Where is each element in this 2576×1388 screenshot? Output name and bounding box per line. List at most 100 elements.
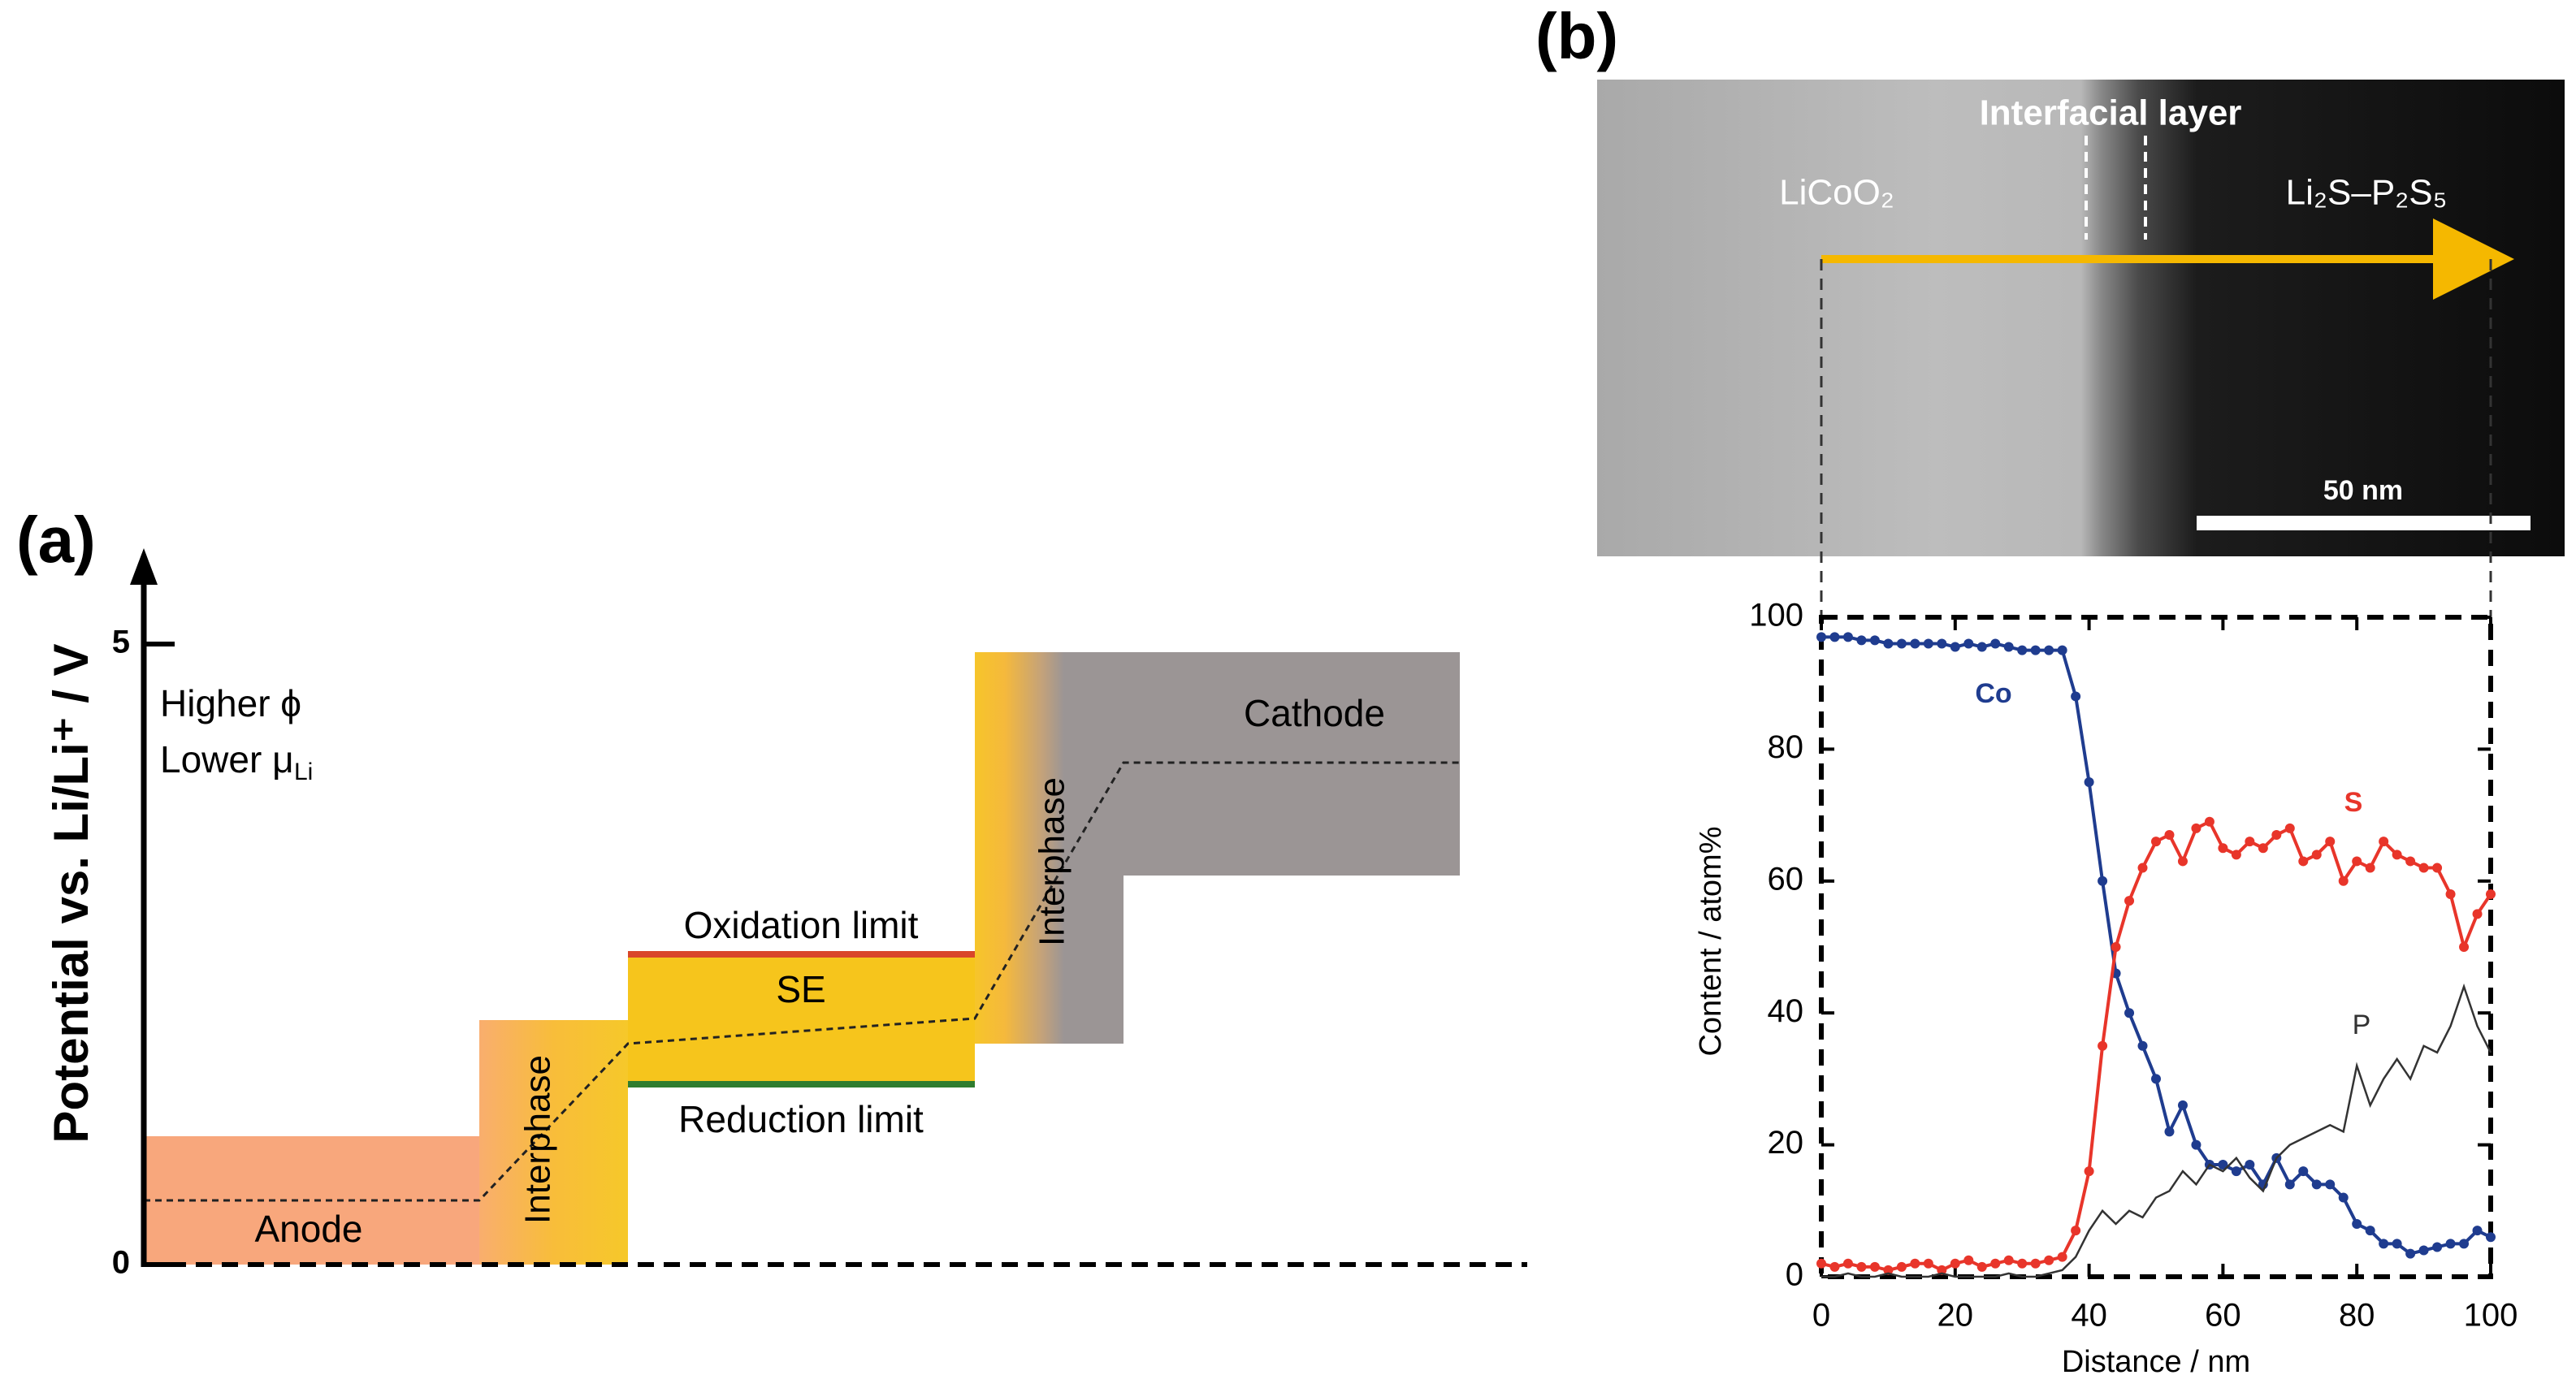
region-label: Cathode (1244, 692, 1385, 734)
data-point (2218, 1159, 2228, 1170)
y-tick-label: 5 (112, 625, 130, 660)
data-point (2338, 1192, 2349, 1203)
series-label: Co (1975, 678, 2011, 709)
data-point (1910, 1258, 1920, 1269)
y-tick-label: 20 (1768, 1125, 1804, 1161)
data-point (2405, 1248, 2416, 1259)
data-point (2044, 645, 2054, 655)
region-label: SE (776, 968, 825, 1010)
series-label: P (2353, 1010, 2371, 1040)
x-tick-label: 100 (2464, 1298, 2518, 1334)
y-axis-label: Potential vs. Li/Li⁺ / V (44, 643, 98, 1143)
y-tick-label: 60 (1768, 861, 1804, 897)
x-tick-label: 0 (1812, 1298, 1830, 1334)
y-tick-label: 0 (1786, 1257, 1803, 1293)
data-point (2445, 1239, 2456, 1249)
data-point (1976, 1261, 1987, 1272)
data-point (2071, 691, 2081, 702)
data-point (2137, 863, 2148, 873)
data-point (2432, 863, 2443, 873)
data-point (1976, 642, 1987, 652)
data-point (2191, 823, 2202, 833)
data-point (2177, 856, 2188, 867)
y-tick-label: 80 (1768, 729, 1804, 765)
se-region (628, 954, 975, 1082)
plot-frame (1819, 615, 2493, 1279)
data-point (2445, 889, 2456, 900)
data-point (2151, 837, 2161, 847)
data-point (2084, 1166, 2094, 1177)
micrograph (1597, 80, 2565, 556)
data-point (2218, 843, 2228, 854)
panel-label: (a) (16, 504, 96, 576)
data-point (1950, 1258, 1960, 1269)
data-point (2258, 843, 2268, 854)
data-point (1950, 642, 1960, 652)
data-point (2177, 1100, 2188, 1110)
data-point (2284, 1179, 2295, 1190)
data-point (2191, 1139, 2202, 1150)
data-point (2352, 856, 2362, 867)
cathode-region (1121, 652, 1460, 876)
data-point (2204, 816, 2214, 827)
data-point (2137, 1040, 2148, 1051)
data-point (1883, 638, 1894, 649)
x-tick-label: 60 (2205, 1298, 2241, 1334)
data-point (1856, 635, 1867, 646)
data-point (1829, 1261, 1840, 1272)
data-point (2392, 850, 2402, 860)
data-point (1990, 1258, 2001, 1269)
data-point (2271, 829, 2282, 840)
potential-profile (144, 761, 1460, 1202)
data-point (2418, 1245, 2429, 1256)
data-point (1816, 632, 1826, 642)
data-point (2365, 1226, 2375, 1236)
data-point (2057, 645, 2067, 655)
data-point (2379, 1239, 2389, 1249)
region-label: Interphase (518, 1055, 558, 1224)
data-point (2057, 1252, 2067, 1262)
data-point (2044, 1255, 2054, 1265)
data-point (2245, 1159, 2255, 1170)
data-point (2084, 777, 2094, 787)
region-label: Reduction limit (678, 1098, 924, 1140)
data-point (2030, 645, 2041, 655)
data-point (2486, 1232, 2496, 1243)
data-point (2231, 1166, 2241, 1177)
y-tick-label: 40 (1768, 993, 1804, 1029)
data-point (2030, 1258, 2041, 1269)
data-point (2472, 909, 2483, 919)
data-point (2017, 1258, 2028, 1269)
data-point (2245, 837, 2255, 847)
x-tick-label: 20 (1937, 1298, 1974, 1334)
data-point (2098, 876, 2108, 886)
x-tick-label: 40 (2071, 1298, 2107, 1334)
data-point (1869, 635, 1880, 646)
data-point (2164, 1126, 2175, 1137)
data-point (2459, 942, 2470, 952)
data-point (1937, 1265, 1947, 1275)
data-point (2298, 856, 2309, 867)
data-point (1990, 638, 2001, 649)
data-point (2098, 1040, 2108, 1051)
x-tick-label: 80 (2339, 1298, 2375, 1334)
data-point (2392, 1239, 2402, 1249)
data-point (2124, 896, 2135, 906)
data-point (2003, 1255, 2014, 1265)
data-point (2003, 642, 2014, 652)
data-point (2111, 942, 2121, 952)
series-label: S (2344, 787, 2363, 818)
data-point (2231, 850, 2241, 860)
data-point (2071, 1226, 2081, 1236)
y-tick-label: 100 (1749, 598, 1803, 633)
series-line (1821, 635, 2492, 1256)
data-point (1829, 632, 1840, 642)
micrograph-label: Interfacial layer (1980, 93, 2242, 133)
scale-bar-label: 50 nm (2323, 475, 2403, 506)
data-point (2352, 1219, 2362, 1230)
data-point (2338, 876, 2349, 886)
data-point (1869, 1261, 1880, 1272)
series-line (1821, 983, 2492, 1278)
data-point (2017, 645, 2028, 655)
